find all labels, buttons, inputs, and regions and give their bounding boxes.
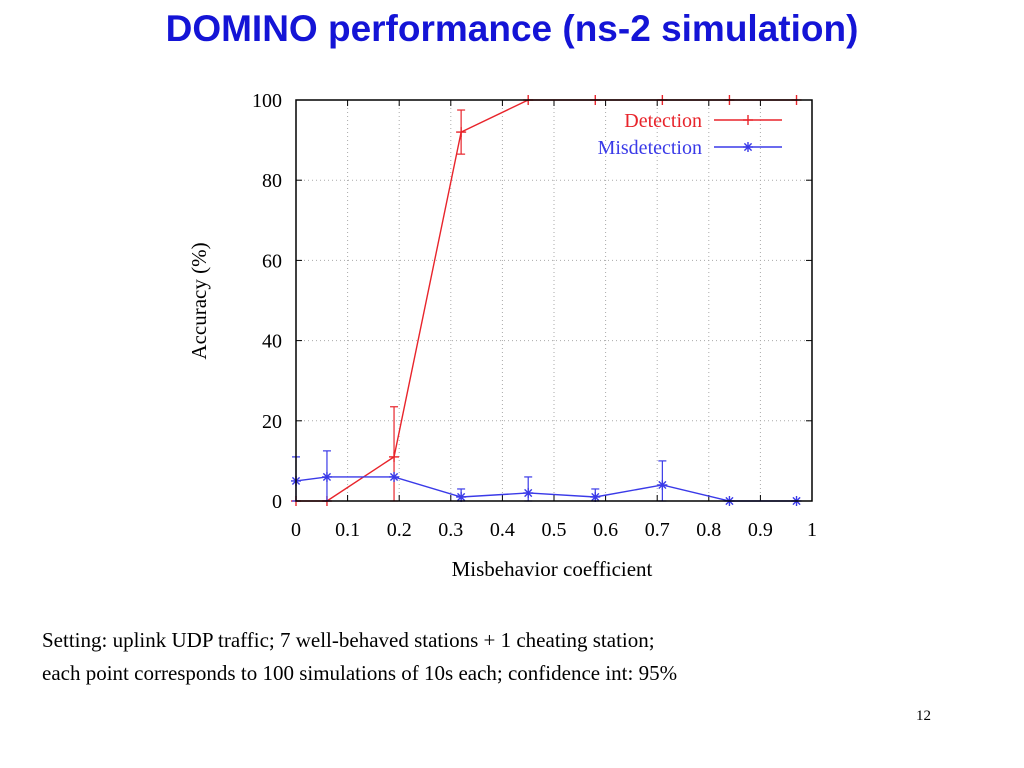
series-line-detection	[296, 99, 797, 502]
grid-lines	[296, 100, 812, 501]
accuracy-chart: 0 0.1 0.2 0.3 0.4 0.5 0.6 0.7 0.8 0.9 1 0 20 40 60 80 10…	[187, 90, 817, 581]
caption-line-1: Setting: uplink UDP traffic; 7 well-beha…	[42, 628, 655, 652]
x-tick-label: 0	[291, 519, 301, 541]
y-tick-label: 40	[262, 331, 282, 353]
y-tick-label: 100	[252, 90, 282, 112]
caption-line-2: each point corresponds to 100 simulation…	[42, 661, 678, 685]
x-tick-label: 0.5	[542, 519, 567, 541]
data-point-misdetection	[657, 479, 668, 490]
y-tick-label: 80	[262, 170, 282, 192]
x-tick-label: 0.6	[593, 519, 618, 541]
legend-item-detection: Detection	[624, 110, 782, 132]
slide-title: DOMINO performance (ns-2 simulation)	[165, 8, 859, 49]
legend-item-misdetection: Misdetection	[598, 137, 782, 159]
plot-frame	[295, 99, 813, 502]
chart-legend: Detection Misdetection	[598, 110, 782, 159]
y-tick-label: 60	[262, 250, 282, 272]
legend-marker-detection	[743, 115, 753, 125]
x-tick-label: 0.8	[696, 519, 721, 541]
x-tick-label: 0.7	[645, 519, 670, 541]
data-point-detection	[389, 451, 400, 462]
series-detection	[291, 95, 802, 506]
y-axis-label: Accuracy (%)	[187, 242, 211, 359]
data-point-misdetection	[523, 487, 534, 498]
axis-ticks: 0 0.1 0.2 0.3 0.4 0.5 0.6 0.7 0.8 0.9 1 0 20 40 60 80 10…	[252, 90, 817, 541]
slide-number: 12	[916, 708, 931, 724]
x-tick-label: 0.1	[335, 519, 360, 541]
legend-label-misdetection: Misdetection	[598, 137, 702, 159]
data-point-misdetection	[321, 471, 332, 482]
x-tick-label: 0.2	[387, 519, 412, 541]
x-tick-label: 0.4	[490, 519, 515, 541]
x-axis-label: Misbehavior coefficient	[452, 557, 653, 581]
x-tick-label: 0.3	[438, 519, 463, 541]
legend-marker-misdetection	[743, 142, 753, 152]
y-tick-label: 0	[272, 491, 282, 513]
y-tick-label: 20	[262, 411, 282, 433]
data-point-detection	[456, 127, 467, 138]
series-misdetection	[291, 450, 802, 506]
data-point-misdetection	[590, 491, 601, 502]
x-tick-label: 0.9	[748, 519, 773, 541]
x-tick-label: 1	[807, 519, 817, 541]
data-point-misdetection	[389, 471, 400, 482]
setting-caption: Setting: uplink UDP traffic; 7 well-beha…	[42, 624, 677, 690]
series-line-misdetection	[295, 476, 797, 502]
legend-label-detection: Detection	[624, 110, 702, 132]
